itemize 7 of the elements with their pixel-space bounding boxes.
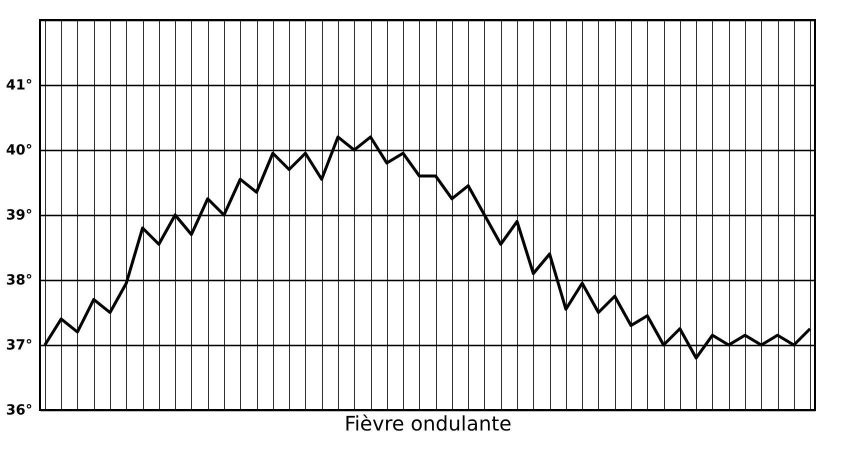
y-tick-label: 37° [6, 338, 32, 354]
y-tick-label: 40° [6, 142, 32, 158]
x-axis-title: Fièvre ondulante [344, 412, 512, 436]
y-tick-label: 36° [6, 402, 32, 418]
y-tick-label: 39° [6, 208, 32, 224]
y-tick-label: 41° [6, 78, 32, 94]
y-tick-label: 38° [6, 272, 32, 288]
